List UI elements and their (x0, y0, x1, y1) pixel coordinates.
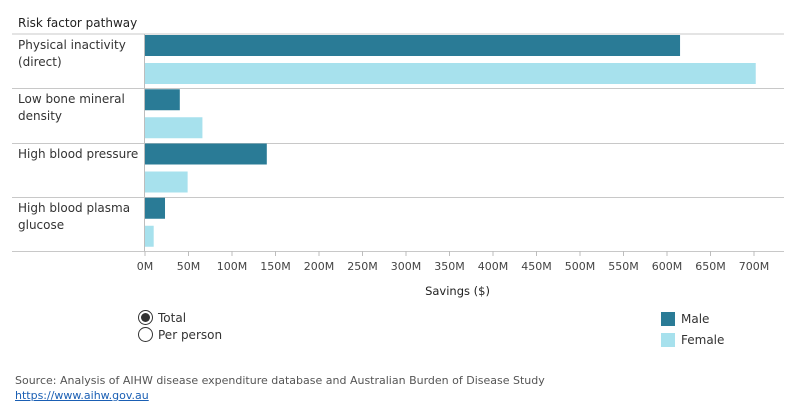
radio-per-person-indicator[interactable] (138, 327, 153, 342)
x-axis-label: Savings ($) (425, 284, 490, 298)
radio-per-person-label: Per person (158, 327, 223, 342)
category-label-line: glucose (18, 217, 65, 232)
x-tick-label: 700M (739, 260, 770, 273)
category-label: High blood plasma glucose (18, 200, 143, 234)
bar-male-1 (145, 35, 681, 56)
x-tick-label: 300M (391, 260, 422, 273)
legend-label-female: Female (681, 333, 725, 347)
radio-total[interactable]: Total (138, 309, 222, 326)
x-tick-label: 250M (347, 260, 378, 273)
category-label-line: Low bone mineral (18, 92, 125, 107)
x-tick-label: 350M (434, 260, 465, 273)
legend-item-male[interactable]: Male (661, 309, 724, 329)
radio-selected-dot (141, 313, 150, 322)
bar-male-3 (145, 143, 267, 165)
category-label-line: (direct) (18, 55, 62, 69)
category-label-line: High blood plasma (18, 200, 131, 215)
x-tick-label: 450M (521, 260, 552, 273)
category-label: Low bone mineral density (18, 91, 143, 125)
x-tick-label: 100M (217, 260, 248, 273)
x-tick-label: 200M (304, 260, 335, 273)
legend-swatch-male (661, 312, 675, 326)
x-tick-label: 550M (608, 260, 639, 273)
x-tick-label: 400M (478, 260, 509, 273)
x-tick-label: 50M (177, 260, 201, 273)
x-tick-label: 0M (137, 260, 154, 273)
measure-radio-group: Total Per person (138, 309, 222, 343)
source-link[interactable]: https://www.aihw.gov.au (15, 389, 149, 402)
x-tick-label: 150M (260, 260, 291, 273)
bar-female-1 (145, 63, 756, 84)
legend-swatch-female (661, 333, 675, 347)
x-tick-label: 600M (652, 260, 683, 273)
legend-label-male: Male (681, 312, 710, 326)
category-axis-header: Risk factor pathway (18, 16, 138, 30)
category-label: Physical inactivity (direct) (18, 37, 143, 71)
bar-female-3 (145, 171, 188, 193)
legend: Male Female (661, 309, 724, 351)
bar-male-2 (145, 89, 180, 111)
source-text: Source: Analysis of AIHW disease expendi… (15, 374, 545, 387)
bar-female-4 (145, 225, 154, 247)
radio-per-person[interactable]: Per person (138, 326, 222, 343)
legend-item-female[interactable]: Female (661, 330, 724, 350)
category-label-line: High blood pressure (18, 146, 139, 161)
radio-total-indicator[interactable] (138, 310, 153, 325)
x-tick-label: 500M (565, 260, 596, 273)
bar-chart: 0M 50M 100M 150M 200M 250M 300M 350M 400M 450M 500… (12, 33, 784, 273)
bar-male-4 (145, 197, 166, 219)
source-note: Source: Analysis of AIHW disease expendi… (15, 373, 545, 403)
x-tick-label: 650M (695, 260, 726, 273)
category-label: High blood pressure (18, 146, 143, 163)
bar-female-2 (145, 117, 203, 139)
radio-total-label: Total (158, 310, 187, 325)
category-label-line: density (18, 109, 62, 124)
category-label-line: Physical inactivity (18, 38, 126, 52)
